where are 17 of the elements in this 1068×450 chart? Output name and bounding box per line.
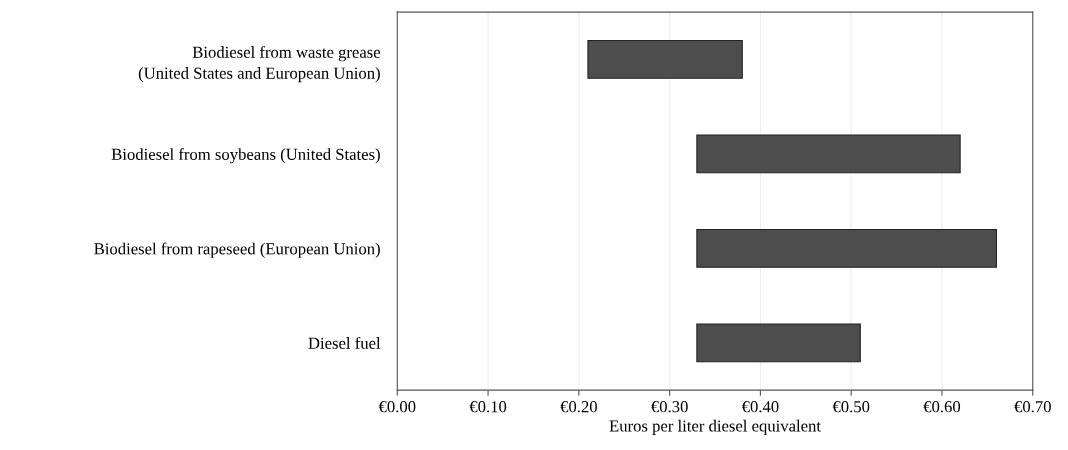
x-tick-label: €0.70: [1014, 401, 1051, 413]
x-tick-label: €0.30: [651, 401, 688, 413]
bar: [696, 228, 997, 268]
x-tick-label: €0.60: [923, 401, 961, 413]
x-axis-title: Euros per liter diesel equivalent: [609, 419, 821, 435]
y-tick-label: Biodiesel from soybeans (United States): [111, 148, 380, 164]
x-tick-label: €0.00: [378, 401, 416, 413]
y-tick-label: Diesel fuel: [308, 336, 381, 349]
bar: [696, 323, 861, 363]
x-tick-label: €0.10: [469, 401, 507, 413]
bar: [587, 39, 743, 79]
x-tick-label: €0.40: [741, 401, 779, 413]
x-tick-label: €0.50: [832, 401, 870, 413]
bar: [696, 134, 961, 174]
y-tick-label: Biodiesel from rapeseed (European Union): [94, 242, 380, 258]
y-tick-label: Biodiesel from waste grease (United States and European Union): [138, 45, 381, 83]
x-tick-label: €0.20: [560, 401, 597, 413]
